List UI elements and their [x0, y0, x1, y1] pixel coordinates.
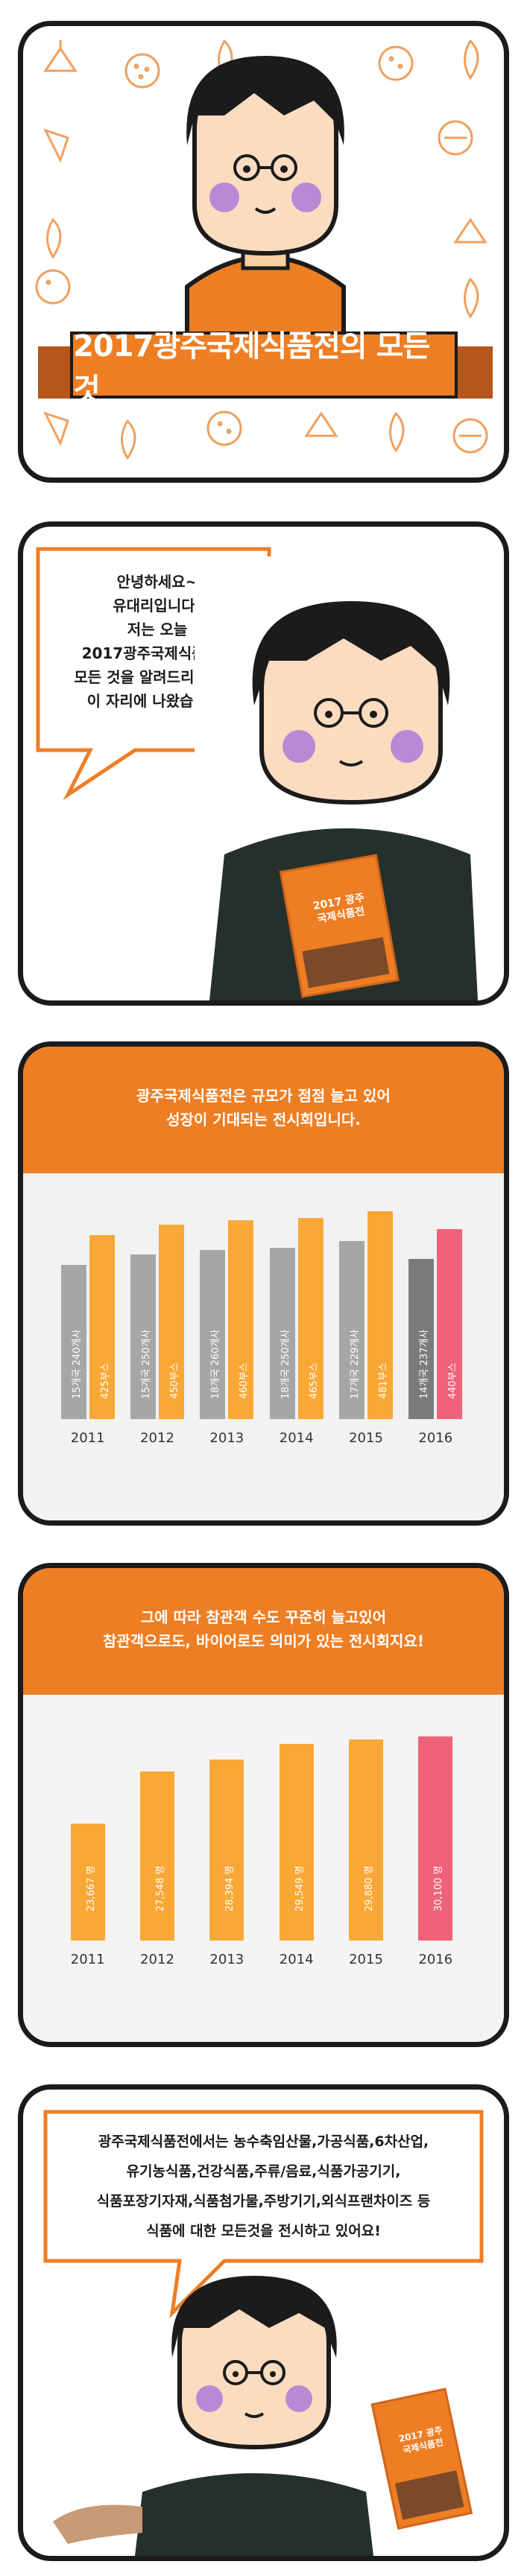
exhibitor-bar: 15개국 250개사 — [130, 1254, 156, 1419]
visitor-bar-label: 29,549 명 — [294, 1865, 306, 1912]
exhibit-items-text: 광주국제식품전에서는 농수축임산물,가공식품,6차산업, 유기농식품,건강식품,… — [45, 2127, 482, 2246]
booth-bar-label: 460부스 — [239, 1362, 250, 1399]
x-axis-label: 2015 — [349, 1952, 383, 1967]
visitor-bar: 27,548 명 — [140, 1771, 174, 1941]
visitor-bar-label: 30,100 명 — [433, 1865, 445, 1912]
heading-line: 그에 따라 참관객 수도 꾸준히 늘고있어 — [140, 1608, 387, 1626]
x-axis-label: 2015 — [349, 1430, 383, 1446]
booth-bar-label: 450부스 — [169, 1362, 180, 1399]
exhibitor-bar: 14개국 237개사 — [408, 1259, 435, 1419]
intro-panel: 2017광주국제식품전의 모든것 — [18, 21, 509, 483]
booth-bar: 465부스 — [297, 1218, 324, 1419]
title-banner: 2017광주국제식품전의 모든것 — [70, 329, 458, 407]
visitor-bar-label: 28,394 명 — [224, 1865, 236, 1912]
exhibitor-bar: 18개국 260개사 — [200, 1250, 226, 1419]
visitor-bar-label: 27,548 명 — [155, 1865, 166, 1912]
visitor-bar: 23,667 명 — [70, 1824, 105, 1941]
booth-bar: 460부스 — [228, 1220, 254, 1419]
x-axis-label: 2014 — [279, 1430, 314, 1446]
x-axis-label: 2011 — [70, 1430, 105, 1446]
visitor-bar: 29,880 명 — [349, 1739, 383, 1941]
booth-bar-label: 481부스 — [378, 1362, 389, 1399]
visitor-bar: 28,394 명 — [209, 1760, 244, 1941]
speech-line: 식품에 대한 모든것을 전시하고 있어요! — [146, 2223, 381, 2239]
speech-line: 식품포장기자재,식품첨가물,주방기기,외식프랜차이즈 등 — [96, 2193, 431, 2209]
exhibitor-bar-label: 18개국 250개사 — [280, 1329, 291, 1399]
page-title: 2017광주국제식품전의 모든것 — [73, 329, 430, 407]
booth-bar: 425부스 — [89, 1235, 115, 1419]
character-illustration — [185, 56, 346, 339]
x-axis-label: 2013 — [209, 1952, 244, 1967]
booth-bar: 450부스 — [159, 1225, 184, 1419]
booth-bar-label: 440부스 — [447, 1362, 459, 1399]
heading-line: 성장이 기대되는 전시회입니다. — [166, 1111, 361, 1129]
food-pattern-background — [35, 39, 488, 460]
visitor-chart: 23,667 명 27,548 명 28,394 명 29,549 명 29,880 명… — [23, 1695, 504, 2042]
speech-line: 저는 오늘 — [127, 621, 188, 638]
x-axis-label: 2016 — [418, 1952, 453, 1967]
speech-line: 유대리입니다! — [113, 597, 202, 615]
chart-heading: 그에 따라 참관객 수도 꾸준히 늘고있어 참관객으로도, 바이어로도 의미가 … — [23, 1568, 504, 1695]
person-photo — [195, 556, 493, 1000]
x-axis-label: 2013 — [209, 1430, 244, 1446]
booth-bar-label: 425부스 — [99, 1362, 111, 1399]
speech-line: 유기농식품,건강식품,주류/음료,식품가공기기, — [126, 2163, 401, 2180]
exhibitor-bar-label: 15개국 250개사 — [141, 1329, 152, 1399]
exhibitor-bar: 15개국 240개사 — [60, 1265, 86, 1419]
visitor-bar-label: 23,667 명 — [85, 1865, 97, 1912]
greeting-panel: 안녕하세요~ 유대리입니다! 저는 오늘 2017광주국제식품전의 모든 것을 … — [18, 521, 509, 1006]
exhibitor-bar-label: 14개국 237개사 — [419, 1329, 431, 1399]
x-axis-label: 2016 — [418, 1430, 453, 1446]
visitor-chart-panel: 그에 따라 참관객 수도 꾸준히 늘고있어 참관객으로도, 바이어로도 의미가 … — [18, 1563, 509, 2047]
chart-heading: 광주국제식품전은 규모가 점점 늘고 있어 성장이 기대되는 전시회입니다. — [23, 1047, 504, 1173]
x-axis-label: 2014 — [279, 1952, 314, 1967]
exhibitor-bar-label: 18개국 260개사 — [210, 1329, 222, 1399]
heading-line: 광주국제식품전은 규모가 점점 늘고 있어 — [136, 1087, 391, 1105]
visitor-bar-label: 29,880 명 — [364, 1865, 375, 1912]
visitor-bar: 29,549 명 — [279, 1744, 314, 1941]
exhibitor-bar-label: 17개국 229개사 — [350, 1329, 361, 1399]
exhibitor-chart-panel: 광주국제식품전은 규모가 점점 늘고 있어 성장이 기대되는 전시회입니다. 1… — [18, 1041, 509, 1526]
exhibitor-bar: 17개국 229개사 — [339, 1241, 365, 1419]
heading-line: 참관객으로도, 바이어로도 의미가 있는 전시회지요! — [103, 1632, 424, 1650]
exhibitor-chart: 15개국 240개사 425부스 15개국 250개사 450부스 18개국 260개사… — [23, 1173, 504, 1520]
x-axis-label: 2012 — [140, 1952, 174, 1967]
person-photo — [53, 2276, 473, 2556]
booth-bar: 481부스 — [367, 1211, 393, 1419]
exhibitor-bar: 18개국 250개사 — [269, 1248, 295, 1419]
speech-line: 광주국제식품전에서는 농수축임산물,가공식품,6차산업, — [98, 2134, 429, 2150]
speech-line: 안녕하세요~ — [116, 573, 198, 591]
visitor-bar: 30,100 명 — [418, 1736, 453, 1941]
exhibit-items-panel: 광주국제식품전에서는 농수축임산물,가공식품,6차산업, 유기농식품,건강식품,… — [18, 2084, 509, 2561]
x-axis-label: 2012 — [140, 1430, 174, 1446]
booth-bar-label: 465부스 — [308, 1362, 320, 1399]
x-axis-label: 2011 — [70, 1952, 105, 1967]
speech-bubble — [43, 2110, 484, 2319]
booth-bar: 440부스 — [437, 1229, 463, 1419]
exhibitor-bar-label: 15개국 240개사 — [71, 1329, 83, 1399]
